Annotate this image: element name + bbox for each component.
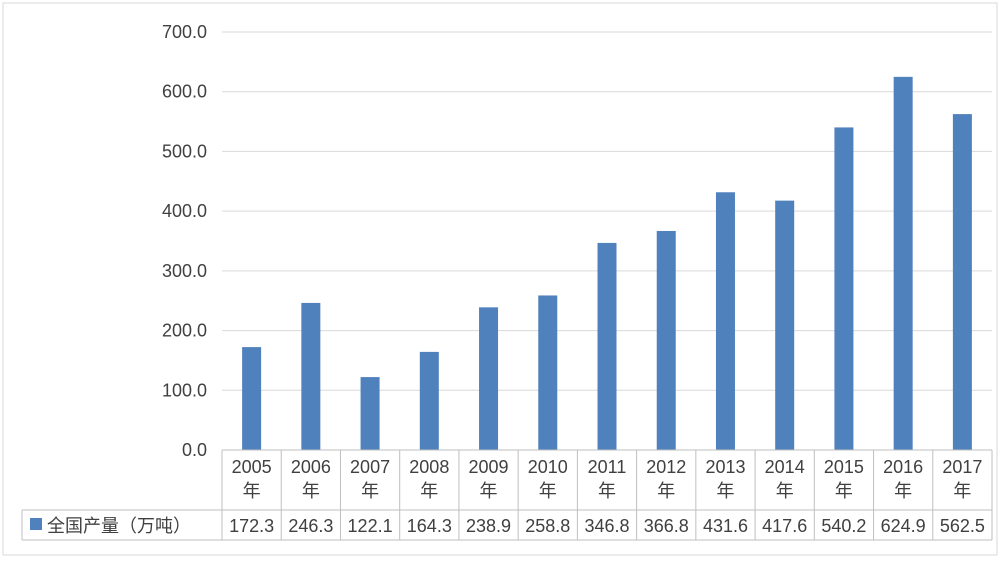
data-label: 172.3 bbox=[229, 516, 274, 536]
x-tick-label: 2005 年 bbox=[232, 457, 272, 501]
bar bbox=[360, 377, 380, 450]
y-tick-label: 100.0 bbox=[162, 380, 207, 400]
bar bbox=[656, 230, 676, 450]
bar bbox=[775, 200, 795, 450]
data-label: 624.9 bbox=[881, 516, 926, 536]
bar bbox=[301, 302, 321, 450]
data-label: 164.3 bbox=[407, 516, 452, 536]
grid-lines bbox=[222, 31, 992, 391]
bar bbox=[715, 192, 735, 451]
x-tick-label: 2017 年 bbox=[942, 457, 982, 501]
x-tick-label: 2010 年 bbox=[528, 457, 568, 501]
data-label: 366.8 bbox=[644, 516, 689, 536]
data-label: 258.8 bbox=[525, 516, 570, 536]
bars bbox=[242, 76, 972, 451]
data-label: 540.2 bbox=[821, 516, 866, 536]
bar bbox=[597, 242, 617, 450]
data-label: 346.8 bbox=[584, 516, 629, 536]
x-tick-label: 2011 年 bbox=[588, 457, 627, 501]
chart-border bbox=[2, 2, 998, 556]
x-tick-label: 2012 年 bbox=[646, 457, 686, 501]
data-label: 246.3 bbox=[288, 516, 333, 536]
x-tick-label: 2013 年 bbox=[705, 457, 745, 501]
x-tick-label: 2014 年 bbox=[765, 457, 805, 501]
bar bbox=[479, 307, 499, 450]
x-tick-label: 2007 年 bbox=[350, 457, 390, 501]
legend-swatch bbox=[30, 518, 42, 530]
data-label: 431.6 bbox=[703, 516, 748, 536]
y-tick-label: 600.0 bbox=[162, 82, 207, 102]
x-tick-label: 2009 年 bbox=[469, 457, 509, 501]
data-label: 417.6 bbox=[762, 516, 807, 536]
y-tick-label: 200.0 bbox=[162, 321, 207, 341]
data-label: 238.9 bbox=[466, 516, 511, 536]
bar bbox=[242, 347, 262, 450]
legend-label: 全国产量（万吨） bbox=[47, 516, 191, 536]
data-label: 562.5 bbox=[940, 516, 985, 536]
x-tick-label: 2006 年 bbox=[291, 457, 331, 501]
bar bbox=[419, 351, 439, 450]
x-tick-label: 2015 年 bbox=[824, 457, 864, 501]
bar bbox=[952, 114, 972, 450]
x-tick-label: 2008 年 bbox=[409, 457, 449, 501]
y-tick-label: 500.0 bbox=[162, 141, 207, 161]
bar bbox=[834, 127, 854, 450]
y-axis-ticks: 0.0 100.0 200.0 300.0 400.0 500.0 600.0 700.0 bbox=[162, 22, 207, 460]
y-tick-label: 700.0 bbox=[162, 22, 207, 42]
bar bbox=[538, 295, 558, 450]
data-table: 2005 年 172.3 2006 年 246.3 2007 年 122.1 2008 年 164.3… bbox=[21, 449, 993, 541]
x-tick-label: 2016 年 bbox=[883, 457, 923, 501]
data-label: 122.1 bbox=[348, 516, 393, 536]
y-tick-label: 300.0 bbox=[162, 261, 207, 281]
bar bbox=[893, 76, 913, 450]
y-tick-label: 0.0 bbox=[182, 440, 207, 460]
y-tick-label: 400.0 bbox=[162, 201, 207, 221]
